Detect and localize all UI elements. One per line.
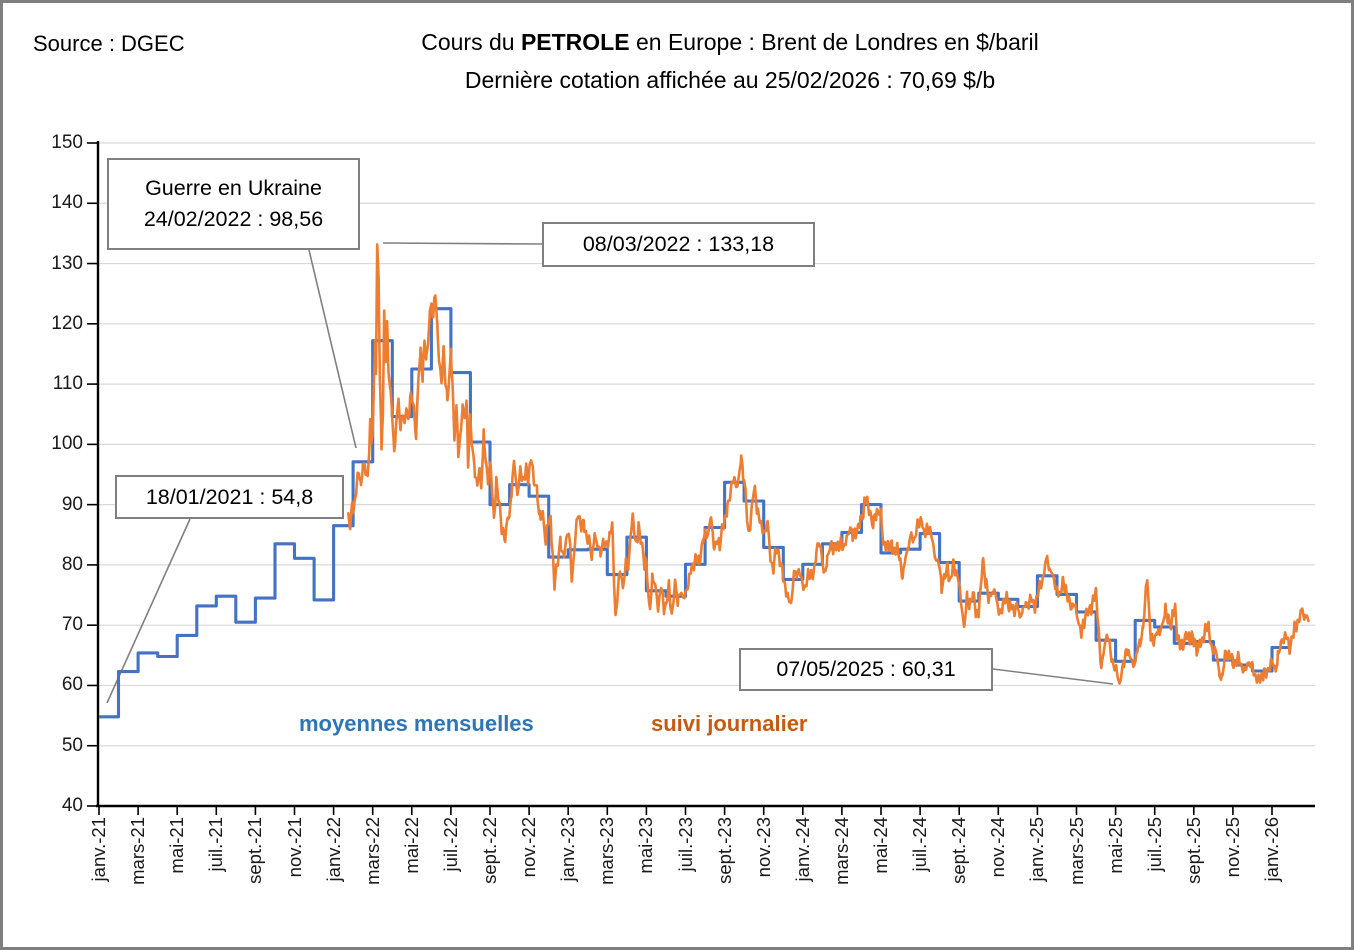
x-axis-label: mars-25: [1065, 817, 1087, 885]
annotation-callout: 07/05/2025 : 60,31: [739, 648, 993, 691]
x-axis-label: mars-21: [127, 817, 149, 885]
x-axis-label: mai-25: [1104, 817, 1126, 874]
x-axis-label: juil.-21: [205, 817, 227, 872]
annotation-callout: 18/01/2021 : 54,8: [115, 475, 344, 519]
x-axis-label: juil.-23: [674, 817, 696, 872]
source-label: Source : DGEC: [33, 31, 185, 56]
x-axis-label: sept.-23: [713, 817, 735, 884]
x-axis-label: nov.-23: [752, 817, 774, 878]
y-axis-label: 110: [52, 373, 83, 395]
x-axis-label: janv.-23: [557, 817, 579, 882]
x-axis-label: janv.-22: [322, 817, 344, 882]
annotation-leader-line: [992, 668, 1114, 685]
x-axis-label: nov.-22: [518, 817, 540, 878]
x-axis-label: juil.-22: [439, 817, 461, 872]
x-axis-label: mai-23: [635, 817, 657, 874]
x-axis-label: janv.-21: [88, 817, 109, 882]
y-axis-label: 70: [61, 614, 83, 636]
x-axis-label: nov.-21: [283, 817, 305, 878]
x-axis-label: janv.-25: [1026, 817, 1048, 882]
legend-monthly-averages: moyennes mensuelles: [299, 711, 534, 736]
plot-area: [87, 141, 1315, 815]
y-axis-label: 150: [51, 131, 83, 153]
chart-title: Cours du PETROLE en Europe : Brent de Lo…: [230, 29, 1230, 56]
y-axis-label: 100: [51, 433, 83, 455]
annotation-callout: Guerre en Ukraine 24/02/2022 : 98,56: [107, 158, 360, 250]
annotation-leader-line: [308, 249, 357, 449]
title-prefix: Cours du: [421, 29, 521, 55]
x-axis-label: sept.-25: [1182, 817, 1204, 884]
y-axis-label: 80: [61, 553, 83, 575]
x-axis-label: sept.-22: [479, 817, 500, 884]
title-bold: PETROLE: [520, 29, 630, 55]
x-axis-label: mars-23: [596, 817, 618, 885]
x-axis-label: mai-21: [166, 817, 188, 874]
chart-subtitle: Dernière cotation affichée au 25/02/2026…: [464, 67, 996, 93]
x-axis-label: mai-24: [870, 817, 891, 874]
x-axis-label: janv.-26: [1261, 817, 1282, 882]
annotation-text: Guerre en Ukraine: [145, 176, 322, 201]
annotation-text: 24/02/2022 : 98,56: [143, 207, 324, 231]
y-axis-label: 130: [51, 252, 83, 274]
annotation-callout: 08/03/2022 : 133,18: [542, 222, 815, 267]
y-axis-label: 50: [61, 734, 83, 756]
y-axis-label: 90: [61, 493, 83, 515]
annotation-text: 08/03/2022 : 133,18: [582, 232, 775, 257]
x-axis-label: mars-22: [361, 817, 383, 885]
x-axis-label: mars-24: [830, 817, 852, 885]
x-axis-label: sept.-24: [948, 817, 970, 884]
x-axis-label: sept.-21: [244, 817, 266, 884]
x-axis-label: nov.-24: [987, 817, 1009, 878]
x-axis-label: nov.-25: [1221, 817, 1243, 878]
daily-tracking-line: [346, 243, 1310, 685]
y-axis-label: 60: [61, 674, 83, 696]
annotation-text: 18/01/2021 : 54,8: [145, 484, 314, 509]
y-axis-label: 40: [61, 795, 83, 816]
y-axis-label: 140: [51, 192, 83, 214]
x-axis-label: juil.-24: [909, 817, 931, 872]
annotation-leader-line: [382, 242, 543, 245]
x-axis-label: juil.-25: [1143, 817, 1165, 872]
title-suffix: en Europe : Brent de Londres en $/baril: [629, 29, 1039, 55]
annotation-text: 07/05/2025 : 60,31: [776, 657, 956, 682]
x-axis-label: janv.-24: [791, 817, 813, 882]
y-axis-label: 120: [51, 312, 83, 334]
legend-daily-tracking: suivi journalier: [651, 711, 808, 736]
x-axis-label: mai-22: [400, 817, 422, 874]
